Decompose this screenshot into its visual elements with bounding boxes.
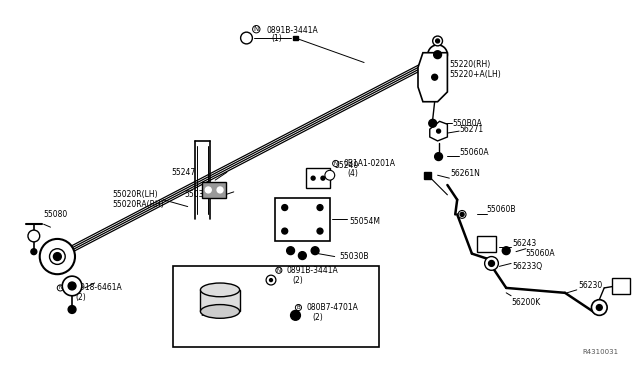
Circle shape xyxy=(287,247,294,254)
Text: N: N xyxy=(58,285,62,291)
Text: 0B918-6461A: 0B918-6461A xyxy=(70,283,122,292)
Text: 55034: 55034 xyxy=(185,190,209,199)
Circle shape xyxy=(460,212,464,217)
Circle shape xyxy=(484,257,499,270)
Circle shape xyxy=(68,282,76,290)
Text: 55040C: 55040C xyxy=(200,309,230,318)
Text: 55247: 55247 xyxy=(171,168,195,177)
Circle shape xyxy=(488,260,495,266)
Text: 55080: 55080 xyxy=(44,210,68,219)
Bar xyxy=(200,290,239,311)
Text: 55060B: 55060B xyxy=(486,205,516,214)
Text: (4): (4) xyxy=(348,169,358,178)
Text: N: N xyxy=(253,26,259,32)
Circle shape xyxy=(433,36,442,46)
Circle shape xyxy=(325,170,335,180)
Circle shape xyxy=(596,305,602,311)
Polygon shape xyxy=(430,121,447,141)
Text: 550B0A: 550B0A xyxy=(452,119,482,128)
Text: 55240: 55240 xyxy=(335,161,359,170)
Bar xyxy=(275,198,330,241)
Text: 0891B-3441A: 0891B-3441A xyxy=(266,26,318,35)
Text: 56261N: 56261N xyxy=(451,169,480,178)
Text: (2): (2) xyxy=(312,313,323,322)
Text: N: N xyxy=(276,268,281,273)
Circle shape xyxy=(434,51,442,59)
Circle shape xyxy=(436,39,440,43)
Circle shape xyxy=(298,252,307,260)
Bar xyxy=(293,36,298,41)
Circle shape xyxy=(311,176,315,180)
Circle shape xyxy=(241,32,252,44)
Text: 56271: 56271 xyxy=(459,125,483,134)
Circle shape xyxy=(282,228,287,234)
Bar xyxy=(202,182,226,198)
Ellipse shape xyxy=(200,305,239,318)
Text: 080B7-4701A: 080B7-4701A xyxy=(307,303,358,312)
Text: N: N xyxy=(328,173,332,178)
Circle shape xyxy=(49,249,65,264)
Circle shape xyxy=(282,205,287,211)
Polygon shape xyxy=(418,53,447,102)
Circle shape xyxy=(436,129,440,133)
Circle shape xyxy=(428,45,447,64)
Text: 0891B-3441A: 0891B-3441A xyxy=(287,266,339,275)
Text: 56230: 56230 xyxy=(579,282,603,291)
Text: 56243: 56243 xyxy=(512,239,536,248)
Text: 55220+A(LH): 55220+A(LH) xyxy=(449,70,501,79)
Text: 55220(RH): 55220(RH) xyxy=(449,60,491,69)
Polygon shape xyxy=(477,236,497,252)
Circle shape xyxy=(311,247,319,254)
Text: 55020R(LH): 55020R(LH) xyxy=(112,190,158,199)
Text: N: N xyxy=(269,278,273,283)
Text: R4310031: R4310031 xyxy=(583,349,619,355)
Circle shape xyxy=(479,241,484,247)
Bar xyxy=(173,266,379,347)
Text: (2): (2) xyxy=(292,276,303,285)
Circle shape xyxy=(68,305,76,313)
Circle shape xyxy=(217,187,223,193)
Circle shape xyxy=(54,253,61,260)
Text: 0B1A1-0201A: 0B1A1-0201A xyxy=(344,159,396,168)
Circle shape xyxy=(31,249,36,254)
Ellipse shape xyxy=(200,283,239,297)
Circle shape xyxy=(317,228,323,234)
Circle shape xyxy=(428,70,442,84)
Circle shape xyxy=(458,211,466,218)
Circle shape xyxy=(317,205,323,211)
Text: 56233Q: 56233Q xyxy=(512,262,542,271)
Text: 55060A: 55060A xyxy=(526,249,556,258)
Circle shape xyxy=(269,279,273,282)
Text: 55060A: 55060A xyxy=(459,148,489,157)
Circle shape xyxy=(62,276,82,296)
Bar xyxy=(307,169,330,188)
Circle shape xyxy=(502,247,510,254)
Circle shape xyxy=(291,311,300,320)
Text: N: N xyxy=(244,35,248,41)
Circle shape xyxy=(321,176,325,180)
Bar xyxy=(424,172,431,179)
Circle shape xyxy=(488,241,495,247)
Text: N: N xyxy=(333,161,338,166)
Text: B: B xyxy=(296,305,300,310)
Text: 55054M: 55054M xyxy=(349,217,380,226)
Circle shape xyxy=(28,230,40,242)
Circle shape xyxy=(432,74,438,80)
Circle shape xyxy=(266,275,276,285)
Text: (2): (2) xyxy=(75,293,86,302)
Circle shape xyxy=(591,300,607,315)
Circle shape xyxy=(434,126,444,136)
Text: 55020RA(RH): 55020RA(RH) xyxy=(112,200,164,209)
Circle shape xyxy=(40,239,75,274)
Text: 56200K: 56200K xyxy=(511,298,540,307)
Circle shape xyxy=(429,119,436,127)
Bar xyxy=(612,278,630,294)
Text: 55030B: 55030B xyxy=(340,252,369,261)
Circle shape xyxy=(205,187,211,193)
Circle shape xyxy=(435,153,442,161)
Text: (1): (1) xyxy=(271,35,282,44)
